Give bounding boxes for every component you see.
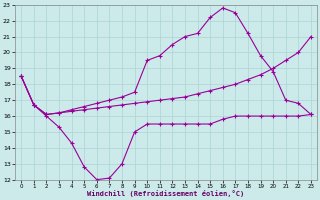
X-axis label: Windchill (Refroidissement éolien,°C): Windchill (Refroidissement éolien,°C): [87, 190, 245, 197]
